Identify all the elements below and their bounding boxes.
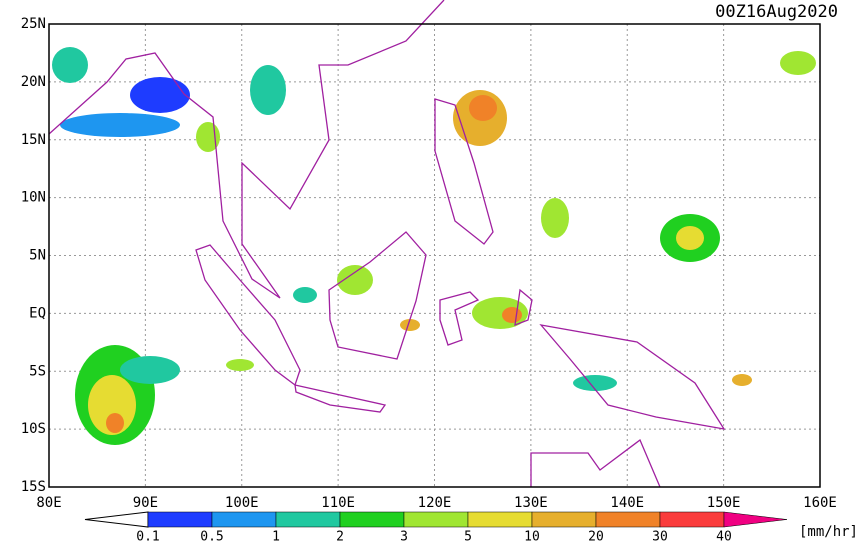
- lon-label: 150E: [707, 495, 741, 511]
- colorbar-box: [211, 511, 277, 528]
- rain-area: [573, 375, 617, 391]
- lat-label: 5N: [29, 248, 46, 264]
- coastline: [328, 231, 427, 360]
- lon-label: 160E: [803, 495, 837, 511]
- rain-area: [780, 51, 816, 75]
- colorbar-unit: [mm/hr]: [799, 524, 858, 540]
- colorbar-box: [595, 511, 661, 528]
- rain-area: [502, 307, 522, 323]
- rain-area: [120, 356, 180, 384]
- colorbar-under: [84, 511, 149, 528]
- lat-label: 10S: [21, 421, 46, 437]
- coastlines: [48, 0, 726, 488]
- lon-label: 120E: [418, 495, 452, 511]
- coastline: [530, 438, 661, 488]
- rain-area: [293, 287, 317, 303]
- colorbar-box: [275, 511, 341, 528]
- colorbar-box: [659, 511, 725, 528]
- rain-area: [52, 47, 88, 83]
- coastline: [439, 291, 480, 346]
- rain-areas: [52, 47, 816, 445]
- rain-area: [541, 198, 569, 238]
- lon-label: 110E: [321, 495, 355, 511]
- coastline: [514, 288, 533, 327]
- colorbar-label: 20: [588, 530, 604, 544]
- coastline: [539, 324, 726, 430]
- lon-label: 100E: [225, 495, 259, 511]
- lat-label: 15S: [21, 479, 46, 495]
- colorbar-label: 2: [336, 530, 344, 544]
- colorbar-box: [339, 511, 405, 528]
- rain-area: [732, 374, 752, 386]
- lon-label: 130E: [514, 495, 548, 511]
- colorbar-label: 10: [524, 530, 540, 544]
- rain-area: [250, 65, 286, 115]
- rain-area: [130, 77, 190, 113]
- colorbar-label: 0.1: [136, 530, 159, 544]
- map-frame: [48, 23, 821, 488]
- lat-label: 20N: [21, 74, 46, 90]
- rain-area: [226, 359, 254, 371]
- rain-area: [106, 413, 124, 433]
- map-title: 00Z16Aug2020: [715, 2, 838, 22]
- colorbar-box: [403, 511, 469, 528]
- lon-label: 90E: [133, 495, 158, 511]
- rain-area: [88, 375, 136, 435]
- rain-area: [676, 226, 704, 250]
- coastline: [294, 384, 387, 413]
- rain-area: [60, 113, 180, 137]
- colorbar-label: 3: [400, 530, 408, 544]
- lon-label: 80E: [36, 495, 61, 511]
- rain-area: [469, 95, 497, 121]
- coastline: [195, 244, 301, 387]
- lon-label: 140E: [610, 495, 644, 511]
- colorbar-box: [531, 511, 597, 528]
- colorbar-box: [147, 511, 213, 528]
- rain-area: [337, 265, 373, 295]
- lat-label: 15N: [21, 132, 46, 148]
- coastline: [434, 98, 494, 245]
- colorbar-label: 5: [464, 530, 472, 544]
- rain-area: [400, 319, 420, 331]
- colorbar-label: 0.5: [200, 530, 223, 544]
- colorbar: 0.1 0.5 1 2 3 5 10 20 30 40: [84, 511, 788, 544]
- lat-label: 5S: [29, 363, 46, 379]
- colorbar-over: [723, 511, 788, 528]
- coastline: [48, 0, 445, 299]
- colorbar-label: 40: [716, 530, 732, 544]
- lat-label: 10N: [21, 190, 46, 206]
- colorbar-label: 1: [272, 530, 280, 544]
- colorbar-box: [467, 511, 533, 528]
- lat-label: EQ: [29, 305, 46, 321]
- lat-label: 25N: [21, 16, 46, 32]
- colorbar-label: 30: [652, 530, 668, 544]
